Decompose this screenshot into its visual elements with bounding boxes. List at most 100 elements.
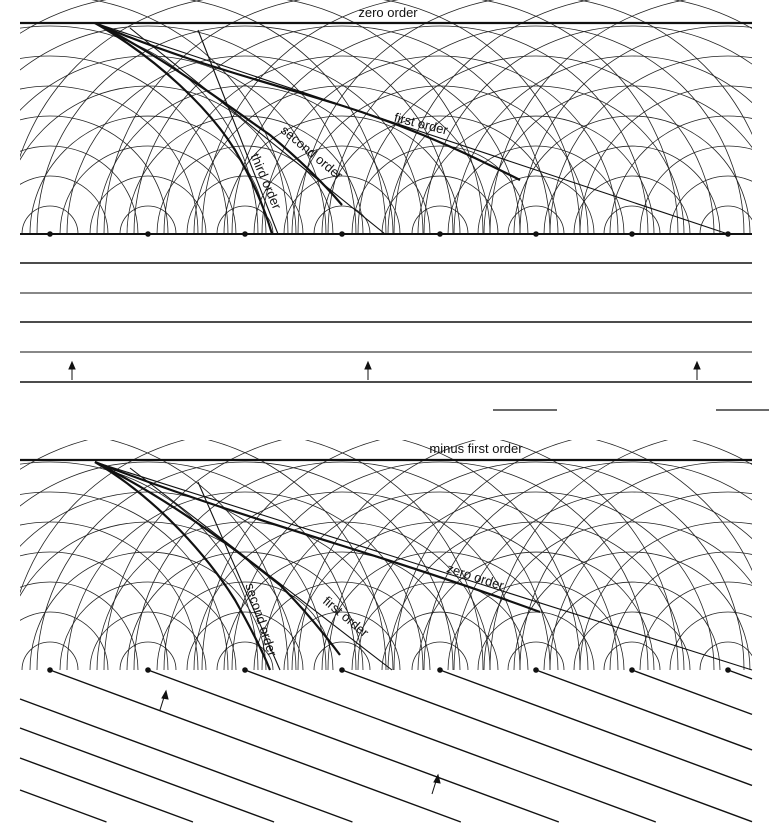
first-order-envelope: [94, 21, 521, 181]
slit-source-dot: [629, 231, 635, 237]
wavelet-arc: [609, 115, 752, 234]
wavelet-arc: [201, 440, 679, 670]
wavelet-arc: [327, 25, 745, 234]
wavelet-arc: [126, 551, 364, 670]
wavelet-arc: [609, 551, 752, 670]
wavelet-arc: [483, 85, 752, 234]
bottom-incident-wavefronts: [19, 669, 753, 823]
direction-arrow-head: [68, 360, 76, 370]
top-incident-wavefronts: [20, 262, 752, 383]
label-minus-first-order: minus first order: [429, 441, 523, 456]
second-order-wavefront: [129, 27, 386, 235]
zero-order-envelope: [94, 460, 541, 614]
wavelet-arc: [381, 611, 499, 670]
wavelet-arc: [216, 641, 274, 670]
wavelet-arc: [20, 25, 357, 234]
wavelet-arc: [20, 440, 484, 670]
wavelet-arc: [20, 85, 199, 234]
wavelet-arc: [447, 581, 625, 670]
wavelet-arc: [639, 581, 752, 670]
bottom-diffracted-wavefronts: [20, 458, 753, 671]
wavelet-arc: [29, 551, 267, 670]
wavelet-arc: [20, 521, 297, 670]
wavelet-arc: [156, 581, 334, 670]
slit-source-dot: [47, 231, 53, 237]
incident-wavefront: [19, 698, 353, 823]
second-order-wavefront: [197, 481, 281, 671]
wavelet-arc: [453, 55, 752, 234]
wavelet-arc: [297, 440, 752, 670]
wavelet-arc: [20, 440, 387, 670]
wavelet-arc: [20, 145, 139, 234]
wavelet-arc: [253, 581, 431, 670]
wavelet-arc: [423, 25, 752, 234]
wavelet-arc: [291, 85, 589, 234]
wavelet-arc: [193, 85, 491, 234]
slit-source-dot: [725, 231, 731, 237]
incident-wavefront: [19, 727, 275, 823]
wavelet-arc: [393, 440, 752, 670]
wavelet-arc: [543, 145, 721, 234]
wavelet-arc: [507, 641, 565, 670]
wavelet-arc: [66, 491, 424, 670]
wavelet-arc: [20, 581, 139, 670]
incident-wavefront: [19, 789, 107, 823]
wavelet-arc: [489, 0, 688, 234]
wavelet-arc: [351, 145, 529, 234]
wavelet-arc: [223, 551, 461, 670]
wavelet-arc: [20, 85, 297, 234]
wavelet-arc: [253, 145, 431, 234]
wavelet-arc: [90, 0, 289, 234]
top-slit-sources: [47, 231, 731, 237]
incident-wavefront: [341, 669, 753, 823]
wavelet-arc: [163, 491, 521, 670]
wavelet-arc: [231, 461, 649, 670]
wavelet-arc: [579, 521, 752, 670]
label-zero-order: zero order: [358, 5, 418, 20]
wavelet-arc: [351, 581, 529, 670]
wavelet-arc: [381, 175, 499, 234]
incident-wavefront: [147, 669, 560, 823]
wavelet-arc: [297, 0, 752, 234]
wavelet-arc: [133, 461, 551, 670]
wavelet-arc: [119, 641, 177, 670]
wavelet-arc: [109, 440, 289, 670]
wavelet-arc: [579, 85, 752, 234]
wavelet-arc: [291, 521, 589, 670]
top-panel: zero order first order second order thir…: [20, 0, 752, 383]
wavelet-arc: [573, 611, 691, 670]
slit-source-dot: [533, 231, 539, 237]
wavelet-arc: [20, 25, 259, 234]
wavelet-arc: [20, 55, 327, 234]
wavelet-arc: [387, 521, 685, 670]
wavelet-arc: [669, 611, 752, 670]
wavelet-arc: [20, 175, 109, 234]
wavelet-arc: [477, 175, 595, 234]
wavelet-arc: [483, 521, 752, 670]
incident-wavefront: [19, 757, 194, 823]
wavelet-arc: [573, 175, 691, 234]
wavelet-arc: [20, 611, 109, 670]
wavelet-arc: [543, 581, 721, 670]
wavelet-arc: [519, 461, 752, 670]
wavelet-arc: [447, 145, 625, 234]
wavelet-arc: [89, 611, 207, 670]
wavelet-arc: [603, 641, 661, 670]
wavelet-arc: [20, 115, 169, 234]
incident-wavefront: [631, 669, 753, 716]
incident-wavefront: [439, 669, 753, 787]
wavelet-arc: [423, 461, 752, 670]
wavelet-arc: [201, 0, 679, 234]
wavelet-arc: [223, 115, 461, 234]
slit-source-dot: [145, 231, 151, 237]
wavelet-arc: [133, 25, 551, 234]
wavelet-arc: [283, 611, 401, 670]
wavelet-arc: [411, 205, 469, 234]
wavelet-arc: [216, 205, 274, 234]
incident-wavefront: [49, 669, 462, 823]
wavelet-arc: [186, 611, 304, 670]
wavelet-arc: [163, 55, 521, 234]
wavelet-arc: [59, 581, 237, 670]
wavelet-arc: [699, 205, 752, 234]
